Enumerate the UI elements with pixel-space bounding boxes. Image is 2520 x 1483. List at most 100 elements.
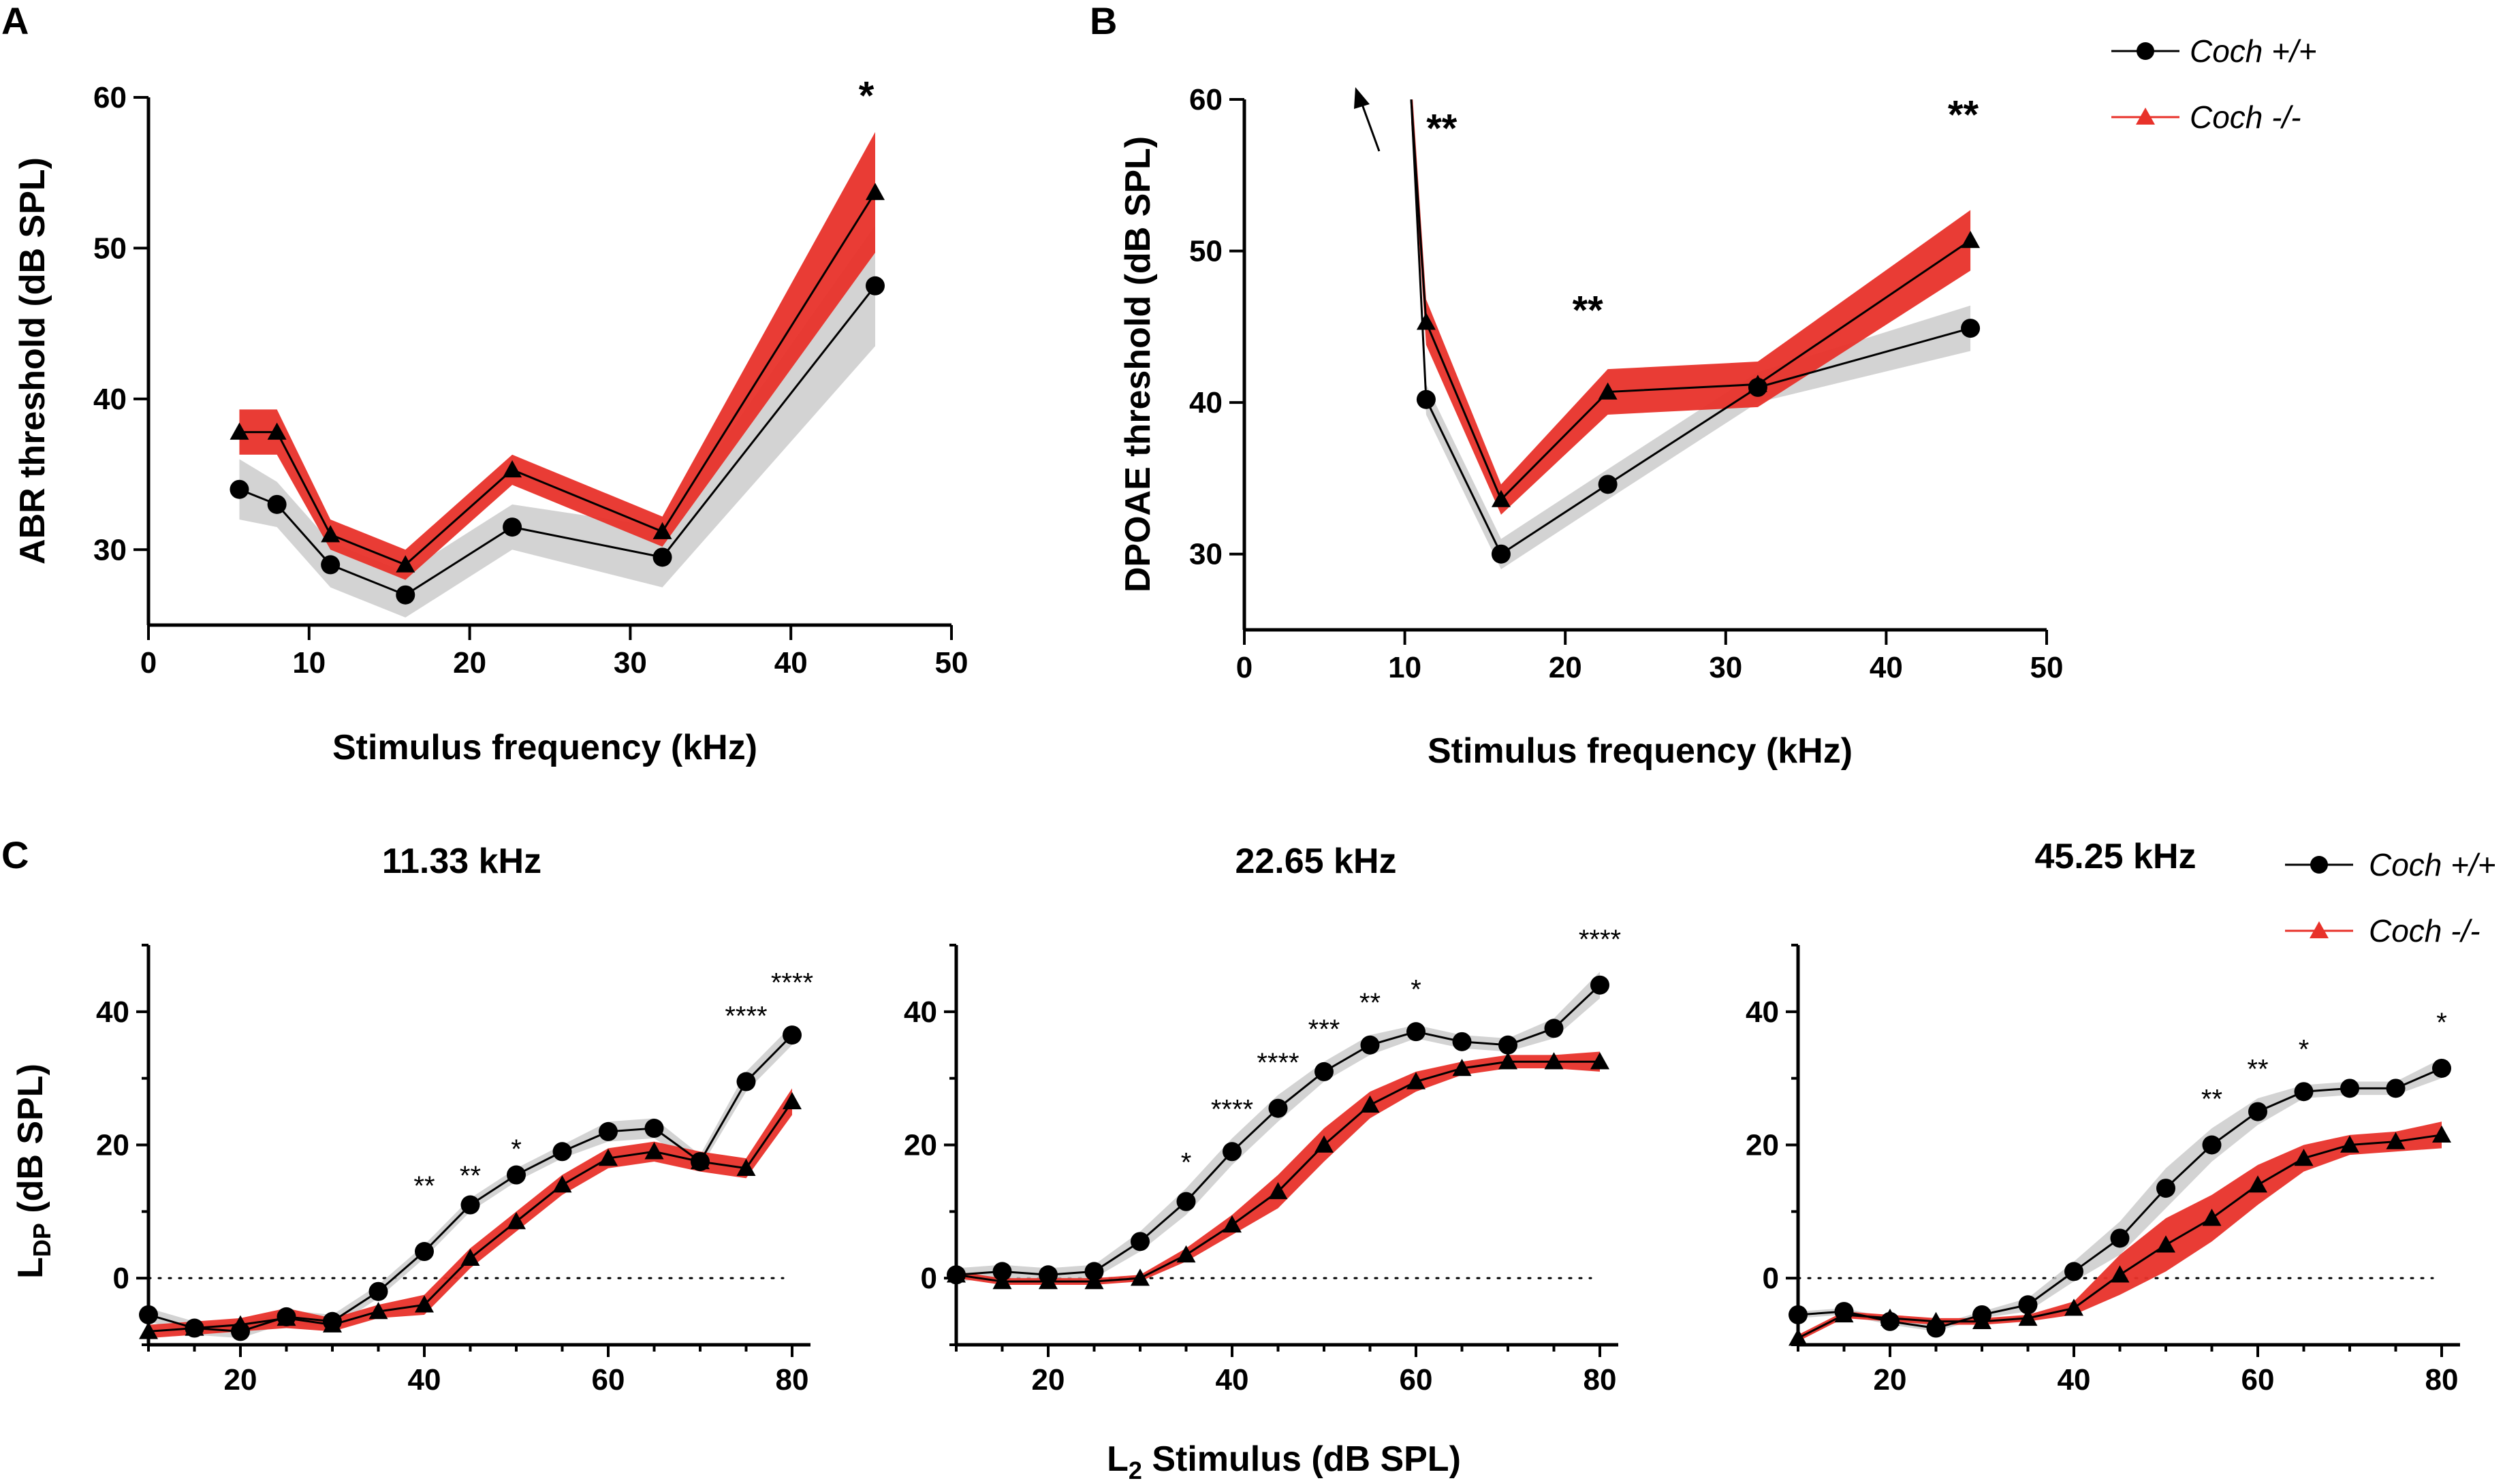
panel-c2-y-tick-label: 20 <box>904 1129 937 1162</box>
panel-c3-y-tick-label: 20 <box>1746 1129 1779 1162</box>
panel-a-data <box>238 131 877 618</box>
legend-c-wt-marker <box>2310 856 2328 874</box>
panel-c3-wt-point <box>2386 1079 2406 1098</box>
panel-b-wt-point <box>1961 319 1981 338</box>
panel-c1-ko-point <box>507 1212 526 1230</box>
panel-b-ko-point <box>1748 374 1767 392</box>
panel-c3-ko-point <box>1834 1305 1854 1323</box>
panel-c2-wt-point <box>1406 1022 1426 1042</box>
charts-layer: 30 40 50 60 0 10 20 30 40 50 * 30 40 50 60 0 10 20 30 40 50 *… <box>93 74 2460 1397</box>
panel-b-ko-band <box>1411 99 1971 515</box>
panel-c3-x-tick-label: 60 <box>2241 1363 2275 1397</box>
panel-a-ko-point <box>321 525 341 543</box>
panel-c3-ko-point <box>2110 1265 2130 1283</box>
panel-b-wt-point <box>1598 475 1618 494</box>
panel-b-wt-point <box>1416 389 1436 409</box>
panel-a-ylabel: ABR threshold (dB SPL) <box>13 157 52 564</box>
panel-a-plot: 30 40 50 60 0 10 20 30 40 50 * <box>93 74 968 680</box>
panel-c3-ko-point <box>2018 1308 2038 1326</box>
panel-c3-wt-point <box>2110 1228 2130 1248</box>
panel-c2-ko-point <box>1223 1215 1242 1233</box>
panel-a-wt-point <box>503 517 522 537</box>
panel-a-x-tick-label: 30 <box>614 646 647 680</box>
panel-b-ylabel: DPOAE threshold (dB SPL) <box>1118 136 1158 592</box>
panel-a-wt-point <box>230 479 249 499</box>
panel-c3-wt-point <box>2018 1295 2038 1315</box>
panel-c-ylabel-main: L <box>11 1257 50 1279</box>
panel-c3-significance-marker: ** <box>2201 1085 2222 1115</box>
panel-c3-ko-point <box>2202 1209 2222 1226</box>
panel-c1-ko-point <box>644 1142 664 1160</box>
panel-c2-x-tick-label: 60 <box>1400 1363 1433 1397</box>
panel-c2-wt-line <box>956 984 1601 1276</box>
panel-c1-y-tick-label: 20 <box>96 1129 129 1162</box>
panel-c2-ko-point <box>1452 1058 1472 1077</box>
panel-a-ko-point <box>267 422 287 440</box>
panel-c3-ko-point <box>2156 1235 2175 1253</box>
panel-c1-ko-point <box>415 1295 434 1313</box>
panel-c2-x-tick-label: 40 <box>1216 1363 1249 1397</box>
panel-c2-ko-point <box>1498 1052 1517 1070</box>
panel-c3-wt-point <box>2202 1135 2222 1155</box>
panel-b-significance-marker: ** <box>1426 106 1458 150</box>
panel-c1-ko-point <box>691 1151 710 1170</box>
panel-c3-significance-marker: * <box>2436 1008 2447 1038</box>
panel-a-wt-point <box>865 276 885 296</box>
panel-c3-title: 45.25 kHz <box>2034 837 2196 876</box>
panel-c2-x-tick-label: 80 <box>1584 1363 1617 1397</box>
panel-b-x-tick-label: 50 <box>2030 651 2064 684</box>
panel-c1-y-tick-label: 0 <box>113 1262 129 1295</box>
legend-c-ko-marker <box>2310 921 2329 938</box>
panel-c2-title: 22.65 kHz <box>1235 842 1396 881</box>
panel-c1-x-tick-label: 20 <box>224 1363 257 1397</box>
panel-c2-ko-point <box>1590 1052 1609 1070</box>
panel-c1-ko-point <box>552 1175 572 1193</box>
panel-c-xlabel-rest: Stimulus (dB SPL) <box>1142 1439 1461 1479</box>
panel-c2-wt-band <box>956 972 1600 1282</box>
panel-b-ko-point <box>1416 313 1436 330</box>
panel-a-x-tick-label: 10 <box>292 646 326 680</box>
panel-a-wt-point <box>652 547 672 567</box>
panel-c2-significance-marker: ** <box>1359 988 1381 1018</box>
legend-top-ko-marker <box>2136 108 2155 125</box>
panel-c-xlabel: L2 Stimulus (dB SPL) <box>1107 1439 1461 1483</box>
panel-c3-ko-point <box>1880 1308 1900 1326</box>
panel-c-ylabel: LDP (dB SPL) <box>11 1064 56 1279</box>
panel-c1-ko-point <box>599 1149 618 1166</box>
panel-c1-significance-marker: ** <box>460 1161 481 1191</box>
panel-b-x-tick-label: 0 <box>1236 651 1253 684</box>
panel-b-y-tick-label: 60 <box>1189 83 1223 116</box>
panel-a-wt-band <box>239 225 875 618</box>
panel-c3-ko-point <box>1972 1311 1991 1329</box>
panel-b-ko-point <box>1491 490 1511 507</box>
panel-c1-ko-point <box>231 1315 250 1333</box>
panel-c3-ko-point <box>2064 1298 2083 1316</box>
legend-c-wt-label: Coch +/+ <box>2369 847 2496 882</box>
panel-c3-ko-point <box>2386 1132 2406 1149</box>
panel-c1-significance-marker: ** <box>413 1171 435 1201</box>
panel-a-y-tick-label: 50 <box>93 232 127 265</box>
panel-c2-ko-point <box>1314 1135 1334 1153</box>
panel-c2-wt-point <box>1590 975 1609 995</box>
panel-b-xlabel: Stimulus frequency (kHz) <box>1428 731 1853 771</box>
panel-c3-wt-point <box>2432 1058 2451 1078</box>
panel-c2-ko-point <box>1039 1272 1058 1290</box>
panel-b-y-tick-label: 50 <box>1189 235 1223 268</box>
panel-b-wt-line <box>1410 99 1971 556</box>
panel-letter-c: C <box>1 833 29 876</box>
panel-c1-wt-point <box>460 1195 480 1215</box>
panel-c2-x-tick-label: 20 <box>1032 1363 1065 1397</box>
panel-c3-ko-band <box>1798 1121 2442 1342</box>
panel-c-xlabel-sub: 2 <box>1129 1456 1142 1483</box>
panel-c1-wt-point <box>736 1072 756 1091</box>
panel-c2-wt-point <box>1268 1098 1288 1118</box>
panel-c2-wt-point <box>1223 1142 1242 1162</box>
panel-c1-ko-point <box>277 1308 296 1326</box>
panel-c3-wt-point <box>2248 1102 2267 1121</box>
panel-c2-data <box>956 972 1601 1285</box>
panel-a-ko-point <box>652 522 672 539</box>
panel-c1-significance-marker: **** <box>725 1001 767 1031</box>
